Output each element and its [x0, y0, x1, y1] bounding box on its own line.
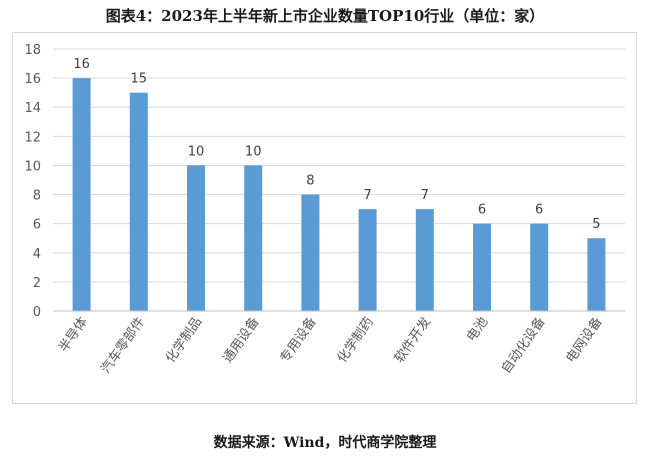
data-label: 10 — [188, 144, 205, 159]
x-tick-label: 汽车零部件 — [98, 314, 148, 376]
data-label: 7 — [421, 188, 429, 203]
bar — [301, 194, 320, 311]
y-axis: 0 2 4 6 8 10 12 14 16 18 — [24, 43, 41, 320]
bar — [129, 92, 148, 311]
source-note: 数据来源：Wind，时代商学院整理 — [213, 435, 437, 451]
bar — [530, 223, 549, 311]
bar — [244, 165, 263, 311]
data-labels: 16 15 10 10 8 7 7 6 6 5 — [73, 57, 600, 232]
x-tick-label: 软件开发 — [391, 314, 434, 366]
data-label: 10 — [245, 144, 262, 159]
data-label: 8 — [306, 174, 314, 189]
y-tick-label: 4 — [33, 247, 41, 262]
bar — [587, 238, 606, 311]
bar — [358, 209, 377, 311]
x-tick-label: 化学制品 — [162, 314, 205, 366]
x-axis: 半导体 汽车零部件 化学制品 通用设备 专用设备 化学制药 软件开发 电池 自动化设备 电网设备 — [53, 310, 625, 377]
y-tick-label: 16 — [24, 72, 41, 87]
bar — [415, 209, 434, 311]
x-tick-label: 专用设备 — [277, 314, 320, 366]
data-label: 6 — [478, 203, 486, 218]
bars — [72, 78, 606, 311]
bar — [187, 165, 205, 311]
data-label: 7 — [363, 188, 371, 203]
data-label: 5 — [592, 217, 600, 232]
x-tick-label: 电池 — [464, 315, 491, 345]
x-tick-label: 自动化设备 — [498, 314, 548, 376]
data-label: 16 — [73, 57, 90, 72]
y-tick-label: 6 — [33, 218, 41, 233]
y-tick-label: 12 — [24, 130, 41, 145]
y-tick-label: 2 — [33, 276, 41, 291]
x-tick-label: 半导体 — [56, 315, 91, 356]
y-tick-label: 14 — [24, 101, 41, 116]
y-tick-label: 8 — [33, 189, 41, 204]
bar-chart: 024681012141618 161510 1087 76 65 半导体 汽车零部件化… — [24, 43, 625, 377]
gridlines — [53, 48, 625, 283]
x-tick-label: 电网设备 — [563, 314, 606, 366]
x-tick-label: 通用设备 — [220, 314, 263, 366]
y-tick-label: 0 — [33, 305, 41, 320]
chart-title: 图表4：2023年上半年新上市企业数量TOP10行业（单位：家） — [105, 7, 545, 25]
y-tick-label: 10 — [24, 159, 41, 174]
x-tick-label: 化学制药 — [334, 314, 377, 366]
bar — [72, 78, 91, 311]
data-label: 15 — [131, 72, 148, 87]
y-tick-label: 18 — [24, 43, 41, 58]
chart-frame: 0 2 4 6 8 10 12 14 16 18 16 15 10 10 8 7 7 6 6 5 半导体 汽车零部件化… — [12, 32, 637, 404]
bar — [473, 223, 491, 311]
data-label: 6 — [535, 203, 543, 218]
